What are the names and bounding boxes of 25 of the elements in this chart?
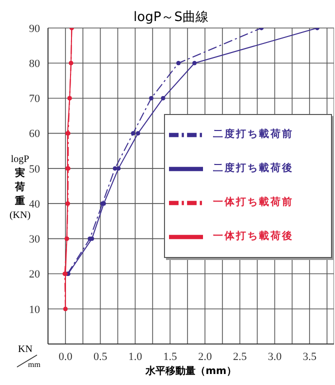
x-tick-label: 2.5 [232, 350, 248, 363]
y-tick-label: 80 [29, 58, 40, 70]
legend-label: 二度打ち載荷前 [213, 129, 294, 140]
x-tick-label: 0.0 [58, 350, 73, 363]
text: mm [28, 360, 40, 369]
y-tick-label: 30 [29, 234, 40, 246]
chart-title: logP～S曲線 [134, 10, 208, 25]
legend-label: 一体打ち載荷後 [213, 231, 294, 242]
legend-label: 二度打ち載荷後 [213, 163, 294, 174]
x-axis-title: 水平移動量（mm） [146, 366, 236, 377]
x-tick-label: 1.0 [128, 350, 143, 363]
y-tick-label: 20 [29, 268, 40, 281]
y-tick-label: 90 [29, 22, 40, 35]
y-tick-label: 60 [29, 128, 40, 140]
y-tick-label: 40 [29, 198, 40, 210]
text: KN [18, 344, 32, 355]
y-tick-label: 10 [29, 304, 40, 316]
x-tick-label: 3.5 [302, 350, 317, 363]
x-tick-label: 1.5 [163, 350, 178, 363]
x-tick-label: 2.0 [198, 350, 212, 363]
x-tick-label: 0.5 [93, 350, 108, 363]
y-tick-label: 50 [29, 163, 40, 176]
y-tick-label: 70 [29, 93, 40, 106]
x-tick-label: 3.0 [268, 350, 282, 363]
legend-label: 一体打ち載荷前 [213, 197, 294, 208]
